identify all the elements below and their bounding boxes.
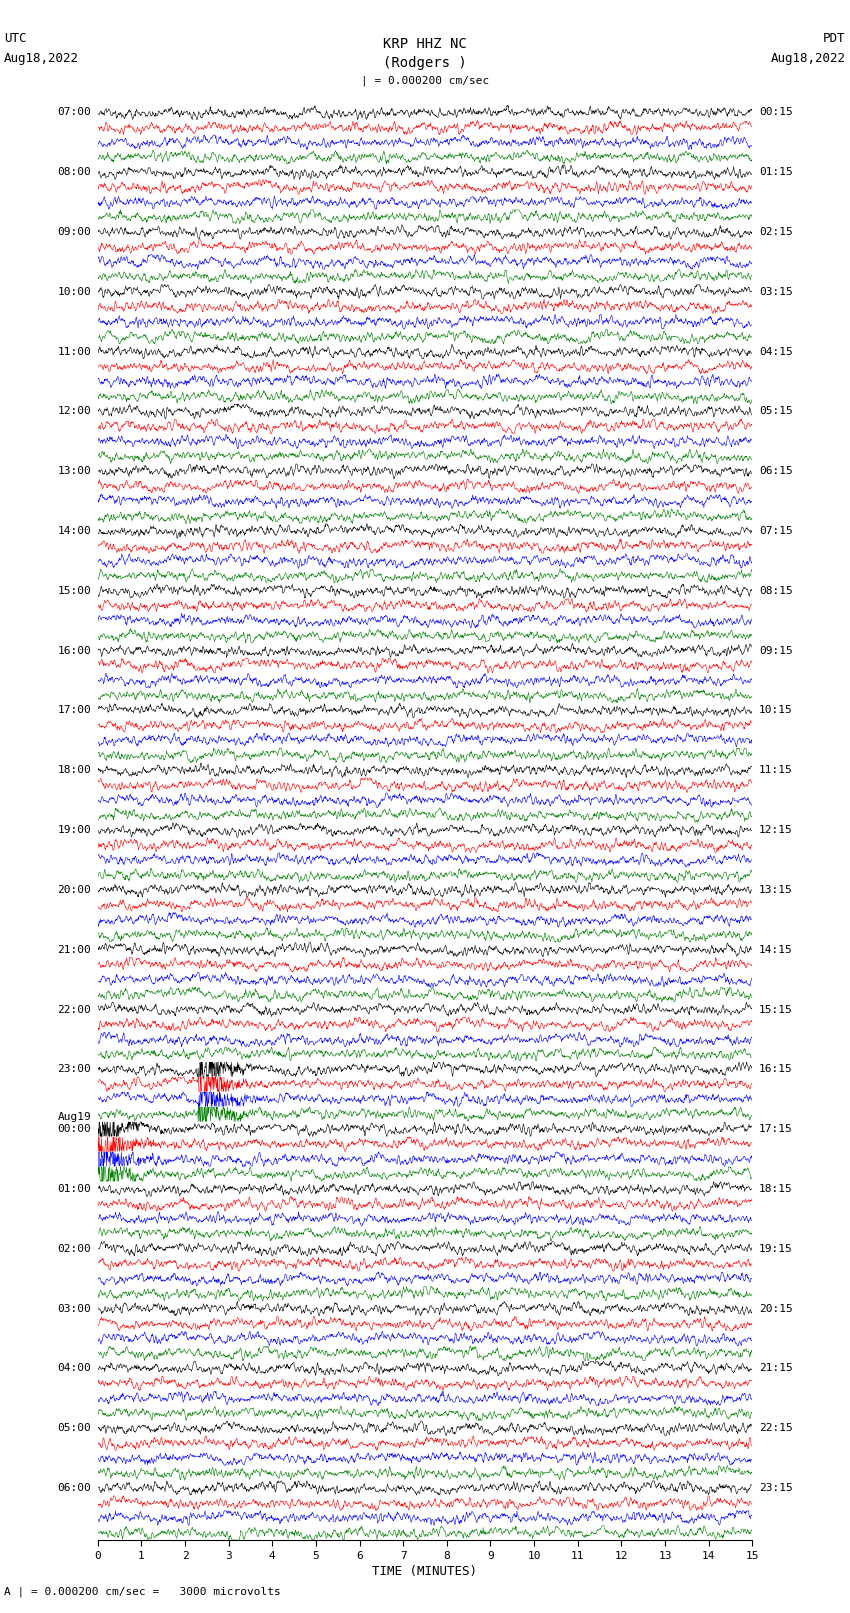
Text: (Rodgers ): (Rodgers ) (383, 56, 467, 71)
Text: 00:15: 00:15 (759, 108, 792, 118)
Text: A | = 0.000200 cm/sec =   3000 microvolts: A | = 0.000200 cm/sec = 3000 microvolts (4, 1586, 281, 1597)
Text: 13:00: 13:00 (58, 466, 91, 476)
Text: 21:00: 21:00 (58, 945, 91, 955)
Text: 15:15: 15:15 (759, 1005, 792, 1015)
Text: 22:00: 22:00 (58, 1005, 91, 1015)
Text: 12:15: 12:15 (759, 826, 792, 836)
Text: 06:00: 06:00 (58, 1482, 91, 1494)
Text: 05:00: 05:00 (58, 1423, 91, 1434)
Text: 02:15: 02:15 (759, 227, 792, 237)
Text: 05:15: 05:15 (759, 406, 792, 416)
Text: 10:00: 10:00 (58, 287, 91, 297)
Text: 19:15: 19:15 (759, 1244, 792, 1253)
Text: 02:00: 02:00 (58, 1244, 91, 1253)
Text: UTC: UTC (4, 32, 26, 45)
Text: Aug19: Aug19 (58, 1113, 91, 1123)
Text: 21:15: 21:15 (759, 1363, 792, 1373)
Text: 11:00: 11:00 (58, 347, 91, 356)
Text: 16:00: 16:00 (58, 645, 91, 655)
Text: 22:15: 22:15 (759, 1423, 792, 1434)
Text: 08:15: 08:15 (759, 586, 792, 595)
Text: 01:15: 01:15 (759, 168, 792, 177)
Text: 17:00: 17:00 (58, 705, 91, 716)
Text: | = 0.000200 cm/sec: | = 0.000200 cm/sec (361, 76, 489, 87)
Text: 09:00: 09:00 (58, 227, 91, 237)
Text: 11:15: 11:15 (759, 765, 792, 776)
Text: 07:00: 07:00 (58, 108, 91, 118)
Text: 20:15: 20:15 (759, 1303, 792, 1313)
Text: Aug18,2022: Aug18,2022 (771, 52, 846, 65)
Text: 04:00: 04:00 (58, 1363, 91, 1373)
Text: 10:15: 10:15 (759, 705, 792, 716)
Text: 18:00: 18:00 (58, 765, 91, 776)
Text: PDT: PDT (824, 32, 846, 45)
Text: 07:15: 07:15 (759, 526, 792, 536)
Text: 15:00: 15:00 (58, 586, 91, 595)
Text: 09:15: 09:15 (759, 645, 792, 655)
Text: 06:15: 06:15 (759, 466, 792, 476)
Text: KRP HHZ NC: KRP HHZ NC (383, 37, 467, 52)
Text: 12:00: 12:00 (58, 406, 91, 416)
Text: 01:00: 01:00 (58, 1184, 91, 1194)
Text: 13:15: 13:15 (759, 886, 792, 895)
Text: 03:00: 03:00 (58, 1303, 91, 1313)
X-axis label: TIME (MINUTES): TIME (MINUTES) (372, 1565, 478, 1578)
Text: Aug18,2022: Aug18,2022 (4, 52, 79, 65)
Text: 23:00: 23:00 (58, 1065, 91, 1074)
Text: 04:15: 04:15 (759, 347, 792, 356)
Text: 14:00: 14:00 (58, 526, 91, 536)
Text: 20:00: 20:00 (58, 886, 91, 895)
Text: 08:00: 08:00 (58, 168, 91, 177)
Text: 17:15: 17:15 (759, 1124, 792, 1134)
Text: 23:15: 23:15 (759, 1482, 792, 1494)
Text: 14:15: 14:15 (759, 945, 792, 955)
Text: 00:00: 00:00 (58, 1124, 91, 1134)
Text: 03:15: 03:15 (759, 287, 792, 297)
Text: 16:15: 16:15 (759, 1065, 792, 1074)
Text: 19:00: 19:00 (58, 826, 91, 836)
Text: 18:15: 18:15 (759, 1184, 792, 1194)
